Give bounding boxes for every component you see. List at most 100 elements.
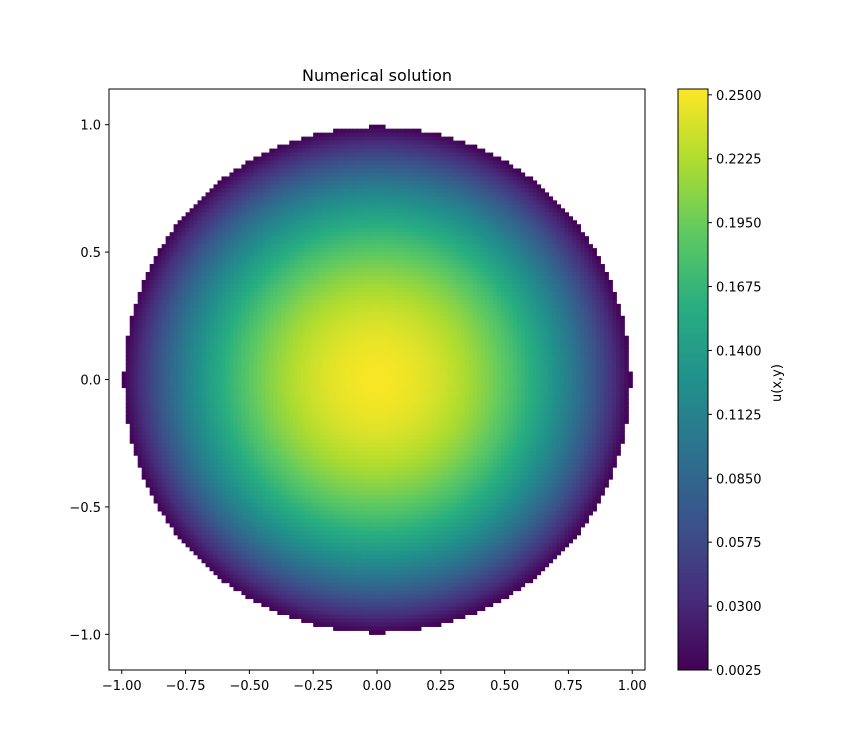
heatmap-cell <box>365 264 370 269</box>
heatmap-cell <box>488 172 494 178</box>
heatmap-cell <box>313 212 318 217</box>
heatmap-cell <box>281 188 286 193</box>
heatmap-cell <box>365 295 370 301</box>
heatmap-cell <box>564 268 570 273</box>
heatmap-cell <box>265 315 270 321</box>
heatmap-cell <box>273 260 278 265</box>
heatmap-cell <box>400 291 406 297</box>
heatmap-cell <box>392 216 398 221</box>
heatmap-cell <box>460 275 466 281</box>
heatmap-cell <box>289 200 294 205</box>
heatmap-cell <box>217 323 223 329</box>
heatmap-cell <box>468 236 474 241</box>
heatmap-cell <box>337 144 342 150</box>
heatmap-cell <box>353 156 358 162</box>
heatmap-cell <box>484 168 490 174</box>
heatmap-cell <box>297 180 302 185</box>
heatmap-cell <box>516 315 522 321</box>
heatmap-cell <box>289 272 294 277</box>
heatmap-cell <box>225 303 231 309</box>
heatmap-cell <box>345 244 350 249</box>
heatmap-cell <box>325 307 330 313</box>
heatmap-cell <box>460 224 466 229</box>
heatmap-cell <box>357 327 362 333</box>
heatmap-cell <box>436 248 442 253</box>
heatmap-cell <box>468 307 474 313</box>
heatmap-cell <box>424 144 430 150</box>
heatmap-cell <box>416 311 422 317</box>
heatmap-cell <box>161 287 167 293</box>
heatmap-cell <box>369 176 374 182</box>
heatmap-cell <box>361 248 366 253</box>
heatmap-cell <box>365 299 370 305</box>
heatmap-cell <box>349 240 354 245</box>
heatmap-cell <box>448 200 454 205</box>
heatmap-cell <box>213 228 219 233</box>
heatmap-cell <box>416 200 422 205</box>
heatmap-cell <box>388 287 394 293</box>
heatmap-cell <box>365 244 370 249</box>
heatmap-cell <box>313 279 318 285</box>
heatmap-cell <box>544 327 550 333</box>
heatmap-cell <box>285 212 290 217</box>
heatmap-cell <box>384 152 390 158</box>
heatmap-cell <box>540 208 546 213</box>
heatmap-cell <box>416 208 422 213</box>
heatmap-cell <box>217 216 223 221</box>
heatmap-cell <box>520 256 526 261</box>
heatmap-cell <box>444 216 450 221</box>
heatmap-cell <box>528 188 534 193</box>
heatmap-cell <box>269 220 274 225</box>
heatmap-cell <box>301 260 306 265</box>
heatmap-cell <box>365 256 370 261</box>
heatmap-cell <box>197 212 203 217</box>
heatmap-cell <box>380 232 386 237</box>
heatmap-cell <box>572 291 578 297</box>
heatmap-cell <box>233 196 239 201</box>
heatmap-cell <box>361 148 366 154</box>
heatmap-cell <box>488 299 494 305</box>
heatmap-cell <box>345 216 350 221</box>
heatmap-cell <box>265 212 270 217</box>
heatmap-cell <box>384 240 390 245</box>
heatmap-cell <box>444 180 450 185</box>
heatmap-cell <box>408 224 414 229</box>
heatmap-cell <box>373 172 378 178</box>
heatmap-cell <box>456 180 462 185</box>
heatmap-cell <box>217 196 223 201</box>
heatmap-cell <box>496 279 502 285</box>
heatmap-cell <box>309 140 314 146</box>
heatmap-cell <box>412 160 418 166</box>
heatmap-cell <box>325 176 330 182</box>
heatmap-cell <box>524 216 530 221</box>
heatmap-cell <box>504 248 510 253</box>
heatmap-cell <box>253 208 258 213</box>
heatmap-cell <box>269 164 274 170</box>
heatmap-cell <box>293 152 298 158</box>
heatmap-cell <box>560 244 566 249</box>
heatmap-cell <box>197 220 203 225</box>
heatmap-cell <box>289 283 294 289</box>
heatmap-cell <box>269 264 274 269</box>
heatmap-cell <box>325 264 330 269</box>
heatmap-cell <box>241 260 246 265</box>
heatmap-cell <box>476 200 482 205</box>
heatmap-cell <box>404 232 410 237</box>
heatmap-cell <box>496 307 502 313</box>
heatmap-cell <box>520 240 526 245</box>
heatmap-cell <box>225 220 231 225</box>
heatmap-cell <box>341 248 346 253</box>
heatmap-cell <box>420 216 426 221</box>
heatmap-cell <box>293 200 298 205</box>
heatmap-cell <box>237 184 243 189</box>
heatmap-cell <box>468 200 474 205</box>
heatmap-cell <box>273 236 278 241</box>
heatmap-cell <box>301 283 306 289</box>
heatmap-cell <box>357 279 362 285</box>
heatmap-cell <box>428 315 434 321</box>
heatmap-cell <box>341 256 346 261</box>
heatmap-cell <box>361 315 366 321</box>
heatmap-cell <box>377 283 382 289</box>
heatmap-cell <box>289 140 294 146</box>
heatmap-cell <box>189 264 195 269</box>
